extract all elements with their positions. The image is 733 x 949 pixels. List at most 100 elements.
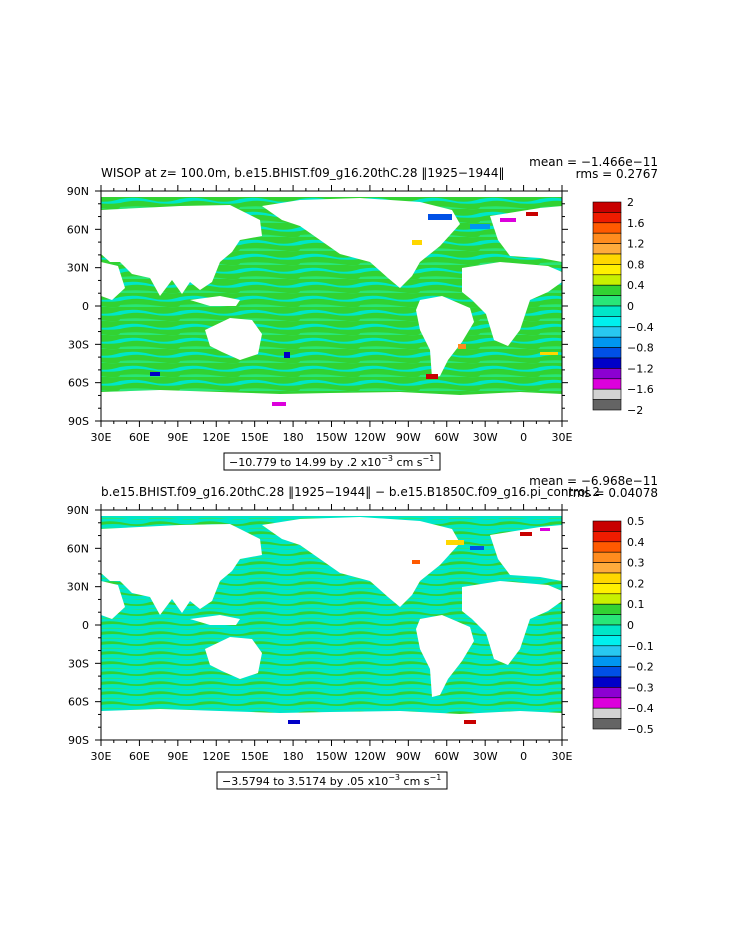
panel-2-range-text: −3.5794 to 3.5174 by .05 x10 [222,775,388,788]
colorbar-swatch [592,316,622,328]
panel-1: WISOP at z= 100.0m, b.e15.BHIST.f09_g16.… [67,155,658,471]
x-tick-label: 0 [520,750,527,763]
x-tick-label: 30E [552,750,573,763]
colorbar-label: −0.1 [627,640,654,653]
colorbar-swatch [592,347,622,359]
panel-1-colorbar: 2 1.6 1.2 0.8 0.4 0 −0.4 −0.8 −1.2 −1.6 −2 [592,196,654,417]
colorbar-swatch [592,201,622,213]
y-tick-label: 0 [82,300,89,313]
colorbar-swatch [592,593,622,605]
panel-1-rms: rms = 0.2767 [576,167,658,181]
colorbar-swatch [592,274,622,286]
panel-1-title: WISOP at z= 100.0m, b.e15.BHIST.f09_g16.… [101,166,504,180]
colorbar-swatch [592,295,622,307]
x-tick-label: 150W [316,431,348,444]
x-tick-label: 90E [167,750,188,763]
x-tick-label: 60E [129,431,150,444]
colorbar-swatch [592,388,622,400]
y-tick-label: 60N [67,223,89,236]
colorbar-swatch [592,551,622,563]
x-tick-label: 30W [473,750,498,763]
panel-1-range-text: −10.779 to 14.99 by .2 x10 [229,456,381,469]
panel-1-range-units: cm s [397,456,423,469]
y-tick-label: 60S [68,696,89,709]
colorbar-swatch [592,284,622,296]
x-tick-label: 60W [434,431,459,444]
panel-2-ticks: 30E 60E 90E 120E 150E 180 150W 120W 90W 60W 30W 0 30… [67,504,573,763]
colorbar-label: 0.4 [627,279,645,292]
colorbar-label: 0 [627,619,634,632]
panel-2-title: b.e15.BHIST.f09_g16.20thC.28 ‖1925−1944‖… [101,485,600,499]
x-tick-label: 90W [396,750,421,763]
colorbar-swatch [592,520,622,532]
colorbar-swatch [592,368,622,380]
y-tick-label: 30S [68,338,89,351]
colorbar-swatch [592,562,622,574]
panel-1-range-exponent: −3 [381,454,393,463]
colorbar-swatch [592,655,622,667]
colorbar-swatch [592,212,622,224]
colorbar-swatch [592,399,622,411]
panel-1-map [101,191,562,421]
panel-1-range-box: −10.779 to 14.99 by .2 x10−3 cm s−1 [223,452,441,471]
colorbar-swatch [592,253,622,265]
colorbar-swatch [592,264,622,276]
y-tick-label: 30N [67,581,89,594]
y-tick-label: 90S [68,415,89,428]
y-tick-label: 30N [67,262,89,275]
colorbar-label: 0.4 [627,536,645,549]
colorbar-swatch [592,666,622,678]
colorbar-label: 0 [627,300,634,313]
colorbar-swatch [592,614,622,626]
panel-2-units-exponent: −1 [430,773,442,782]
colorbar-swatch [592,707,622,719]
x-tick-label: 90E [167,431,188,444]
y-tick-label: 30S [68,657,89,670]
svg-text:−3.5794 to 3.5174 by .05 x10−3: −3.5794 to 3.5174 by .05 x10−3 cm s−1 [222,773,441,788]
colorbar-swatch [592,541,622,553]
colorbar-label: −0.3 [627,681,654,694]
panel-2-range-box: −3.5794 to 3.5174 by .05 x10−3 cm s−1 [216,771,448,790]
colorbar-swatch [592,645,622,657]
panel-1-mean: mean = −1.466e−11 [529,155,658,169]
colorbar-label: 0.2 [627,577,645,590]
y-tick-label: 0 [82,619,89,632]
y-tick-label: 90N [67,185,89,198]
colorbar-swatch [592,583,622,595]
colorbar-swatch [592,635,622,647]
colorbar-swatch [592,336,622,348]
x-tick-label: 120W [354,431,386,444]
x-tick-label: 30W [473,431,498,444]
colorbar-label: −0.5 [627,723,654,736]
colorbar-swatch [592,378,622,390]
panel-2-range-units: cm s [404,775,430,788]
x-tick-label: 120E [202,431,230,444]
svg-text:−10.779 to 14.99 by .2 x10−3 c: −10.779 to 14.99 by .2 x10−3 cm s−1 [229,454,434,469]
colorbar-label: 1.6 [627,217,645,230]
colorbar-label: 2 [627,196,634,209]
colorbar-swatch [592,222,622,234]
panel-2-mean: mean = −6.968e−11 [529,474,658,488]
y-tick-label: 90N [67,504,89,517]
panel-1-units-exponent: −1 [423,454,435,463]
colorbar-swatch [592,572,622,584]
panel-2-map [101,510,562,740]
colorbar-label: 0.5 [627,515,645,528]
colorbar-swatch [592,718,622,730]
colorbar-label: −1.2 [627,362,654,375]
colorbar-swatch [592,357,622,369]
panel-2-range-exponent: −3 [388,773,400,782]
colorbar-swatch [592,697,622,709]
x-tick-label: 0 [520,431,527,444]
y-tick-label: 90S [68,734,89,747]
x-tick-label: 90W [396,431,421,444]
colorbar-swatch [592,676,622,688]
x-tick-label: 60E [129,750,150,763]
colorbar-swatch [592,326,622,338]
colorbar-swatch [592,305,622,317]
colorbar-swatch [592,603,622,615]
colorbar-swatch [592,531,622,543]
x-tick-label: 120E [202,750,230,763]
panel-2-colorbar: 0.5 0.4 0.3 0.2 0.1 0 −0.1 −0.2 −0.3 −0.4 −0.5 [592,515,654,736]
x-tick-label: 30E [552,431,573,444]
